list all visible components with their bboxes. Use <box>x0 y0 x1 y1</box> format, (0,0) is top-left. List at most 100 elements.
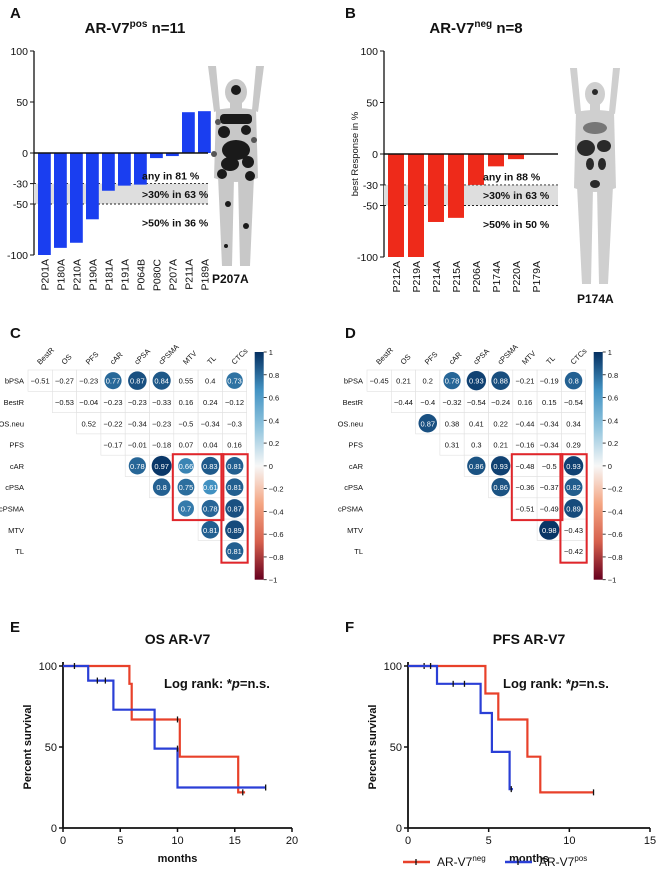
highlight-box-mtv-tl-d <box>510 453 564 522</box>
x-tick-label-b: P219A <box>411 261 423 293</box>
km-x-tick-label-e: 20 <box>286 835 298 847</box>
colorbar-tick-label-c: 0.8 <box>269 371 279 380</box>
km-curve-ar-v7pos-f <box>408 664 513 791</box>
row-label-c: OS.neu <box>0 419 24 428</box>
corr-value-d: 0.21 <box>396 377 411 386</box>
legend-label-sup-neg: neg <box>472 854 485 863</box>
colorbar-tick-label-d: 0.2 <box>608 439 618 448</box>
colorbar-tick-label-d: −0.2 <box>608 485 623 494</box>
corr-value-c: 0.89 <box>227 526 242 535</box>
corr-value-d: −0.54 <box>564 398 583 407</box>
x-tick-label-a: P210A <box>71 259 83 291</box>
corr-value-d: 0.93 <box>493 462 508 471</box>
corr-value-c: −0.23 <box>104 398 123 407</box>
colorbar-tick-label-d: −0.6 <box>608 530 623 539</box>
corr-value-c: 0.16 <box>179 398 194 407</box>
row-label-d: cAR <box>349 462 364 471</box>
km-x-tick-label-e: 0 <box>60 835 66 847</box>
km-y-tick-label-f: 50 <box>390 742 402 754</box>
row-label-c: cAR <box>10 462 25 471</box>
x-tick-label-b: P179A <box>531 261 543 293</box>
corr-circle-c <box>201 520 220 539</box>
chart-title-a: AR-V7pos n=11 <box>85 19 186 37</box>
corr-value-d: −0.45 <box>370 377 389 386</box>
bar-p212a <box>388 154 404 257</box>
y-tick-label-a: -30 <box>13 179 28 191</box>
y-tick-label-a: 50 <box>16 97 28 109</box>
corr-value-d: −0.34 <box>540 441 559 450</box>
corr-value-c: 0.84 <box>154 377 169 386</box>
col-label-c: cPSMA <box>157 342 181 366</box>
corr-value-c: −0.22 <box>104 419 123 428</box>
annotation-any-a: any in 81 % <box>142 170 200 182</box>
corr-value-d: −0.54 <box>467 398 486 407</box>
corr-circle-d <box>564 371 583 390</box>
panel-letter-b: B <box>345 5 356 22</box>
x-tick-label-b: P215A <box>451 261 463 293</box>
corr-value-c: −0.01 <box>128 441 147 450</box>
corr-circle-c <box>201 499 219 518</box>
corr-value-c: −0.04 <box>79 398 98 407</box>
corr-circle-d <box>466 370 487 391</box>
annotation-50-a: >50% in 36 % <box>142 217 209 229</box>
chart-title-sup-a: pos <box>130 19 148 30</box>
km-logrank-f: Log rank: *p=n.s. <box>503 676 609 691</box>
corr-value-d: 0.29 <box>566 441 581 450</box>
x-tick-label-a: P180A <box>55 259 67 291</box>
pet-image-p207a <box>194 66 278 270</box>
corr-value-c: 0.4 <box>205 377 215 386</box>
x-tick-label-b: P220A <box>511 261 523 293</box>
corr-circle-c <box>225 520 244 540</box>
corr-value-c: −0.34 <box>201 419 220 428</box>
corr-circle-c <box>177 478 195 496</box>
col-label-d: PFS <box>423 350 440 367</box>
colorbar-tick-label-c: −0.4 <box>269 507 284 516</box>
corr-value-c: 0.8 <box>156 483 166 492</box>
corr-circle-d <box>467 456 486 476</box>
bar-p190a <box>86 153 99 220</box>
colorbar-d <box>593 352 603 580</box>
km-y-tick-label-e: 0 <box>51 823 57 835</box>
x-tick-label-a: P191A <box>119 259 131 291</box>
bar-p211a <box>182 112 195 153</box>
corr-value-d: 0.3 <box>471 441 481 450</box>
col-label-d: TL <box>544 354 557 367</box>
corr-value-d: −0.49 <box>540 504 559 513</box>
x-tick-label-b: P206A <box>471 261 483 293</box>
corr-value-d: 0.89 <box>566 504 581 513</box>
row-label-c: TL <box>15 547 24 556</box>
km-logrank-suffix-e: =n.s. <box>240 676 270 691</box>
pet-mip-scan-icon <box>208 66 264 266</box>
col-label-c: OS <box>60 352 74 366</box>
y-tick-label-b: 0 <box>372 149 378 161</box>
km-logrank-e: Log rank: *p=n.s. <box>164 676 270 691</box>
corr-value-d: 0.82 <box>566 483 581 492</box>
corr-circle-c <box>202 479 218 495</box>
bar-p180a <box>54 153 67 248</box>
row-label-c: cPSA <box>5 483 24 492</box>
legend-label-sup-pos: pos <box>574 854 587 863</box>
col-label-d: BestR <box>374 345 395 366</box>
corr-circle-c <box>225 542 244 560</box>
km-curve-ar-v7pos-e <box>63 664 266 789</box>
corr-value-c: 0.77 <box>106 377 121 386</box>
row-label-c: MTV <box>8 526 24 535</box>
bar-p215a <box>448 154 464 218</box>
colorbar-tick-label-d: 0.6 <box>608 394 618 403</box>
corr-value-c: 0.81 <box>227 462 242 471</box>
bar-p207a <box>166 153 179 157</box>
legend-label-main-pos: AR-V7 <box>539 855 575 869</box>
corr-value-c: 0.81 <box>227 547 242 556</box>
bar-p181a <box>102 153 115 191</box>
chart-title-main-b: AR-V7 <box>429 20 474 37</box>
bar-p189a <box>198 111 211 153</box>
colorbar-tick-label-c: 1 <box>269 348 273 357</box>
colorbar-tick-label-d: 0.4 <box>608 416 618 425</box>
corr-value-d: 0.93 <box>469 377 484 386</box>
corr-value-d: −0.44 <box>515 419 534 428</box>
annotation-30-b: >30% in 63 % <box>483 190 550 202</box>
col-label-c: PFS <box>84 350 101 367</box>
km-title-e: OS AR-V7 <box>145 631 211 647</box>
corr-value-d: 0.8 <box>568 377 578 386</box>
chart-title-main-a: AR-V7 <box>85 20 130 37</box>
